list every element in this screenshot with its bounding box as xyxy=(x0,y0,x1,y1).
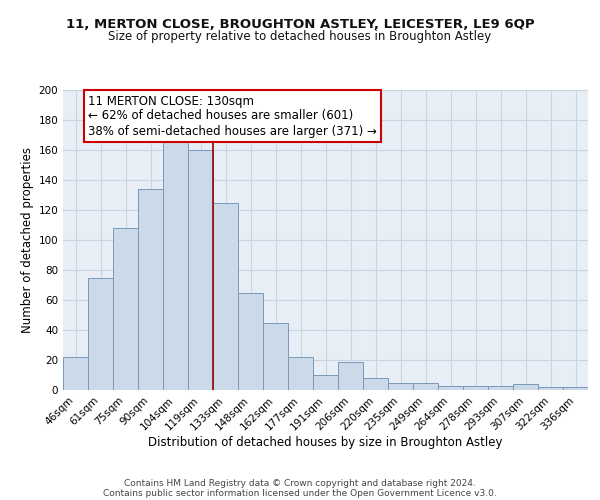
Bar xyxy=(513,384,538,390)
Bar xyxy=(463,386,488,390)
Bar xyxy=(538,387,563,390)
Text: Size of property relative to detached houses in Broughton Astley: Size of property relative to detached ho… xyxy=(109,30,491,43)
Bar xyxy=(88,278,113,390)
Bar xyxy=(188,150,213,390)
Text: 11, MERTON CLOSE, BROUGHTON ASTLEY, LEICESTER, LE9 6QP: 11, MERTON CLOSE, BROUGHTON ASTLEY, LEIC… xyxy=(65,18,535,30)
Text: Contains public sector information licensed under the Open Government Licence v3: Contains public sector information licen… xyxy=(103,488,497,498)
Bar xyxy=(288,357,313,390)
Bar xyxy=(388,382,413,390)
Bar xyxy=(363,378,388,390)
Bar xyxy=(163,138,188,390)
Bar xyxy=(563,387,588,390)
Bar xyxy=(338,362,363,390)
Bar xyxy=(238,292,263,390)
Text: Contains HM Land Registry data © Crown copyright and database right 2024.: Contains HM Land Registry data © Crown c… xyxy=(124,478,476,488)
Bar xyxy=(213,202,238,390)
Bar xyxy=(313,375,338,390)
Bar xyxy=(438,386,463,390)
Bar xyxy=(113,228,138,390)
Bar xyxy=(138,189,163,390)
Bar xyxy=(63,357,88,390)
Bar xyxy=(488,386,513,390)
Y-axis label: Number of detached properties: Number of detached properties xyxy=(21,147,34,333)
X-axis label: Distribution of detached houses by size in Broughton Astley: Distribution of detached houses by size … xyxy=(148,436,503,449)
Bar xyxy=(263,322,288,390)
Bar xyxy=(413,382,438,390)
Text: 11 MERTON CLOSE: 130sqm
← 62% of detached houses are smaller (601)
38% of semi-d: 11 MERTON CLOSE: 130sqm ← 62% of detache… xyxy=(88,94,377,138)
